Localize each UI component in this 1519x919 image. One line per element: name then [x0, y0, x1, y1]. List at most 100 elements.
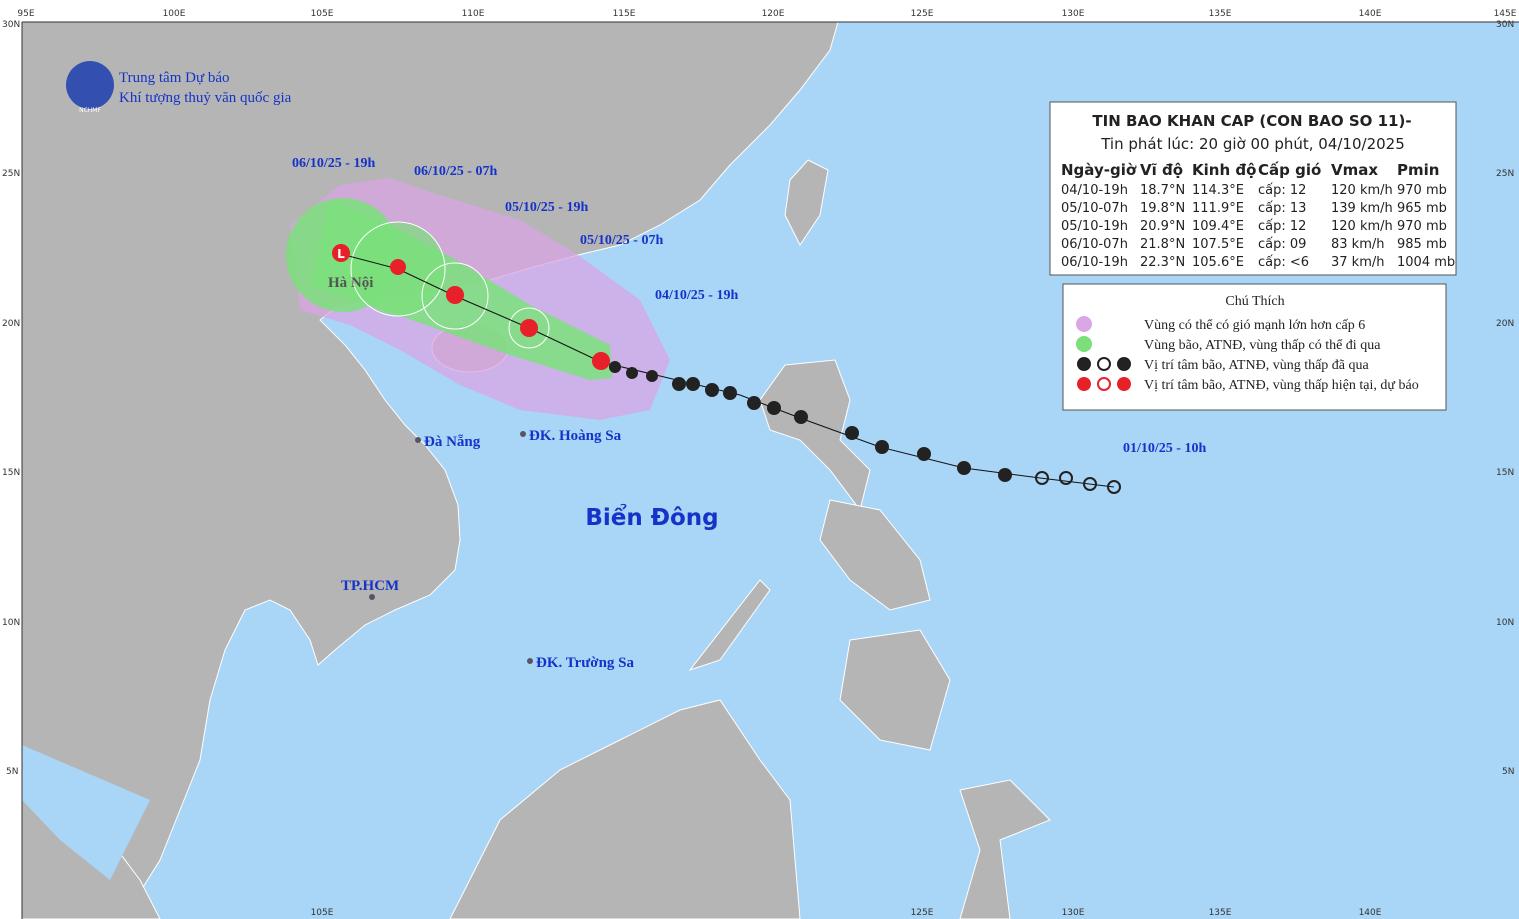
track-label: 05/10/25 - 07h [580, 233, 663, 248]
legend-title: Chú Thích [1225, 294, 1284, 309]
lon-label: 140E [1359, 9, 1382, 19]
table-cell: 18.7°N [1140, 183, 1185, 198]
past-lows [1035, 471, 1121, 494]
table-cell: 109.4°E [1192, 219, 1244, 234]
table-cell: 970 mb [1397, 183, 1447, 198]
mainland [21, 21, 839, 919]
bulletin-box: TIN BAO KHAN CAP (CON BAO SO 11)- Tin ph… [1049, 101, 1457, 276]
past-low [1083, 477, 1097, 491]
lat-label: 15N [1496, 468, 1514, 478]
place-dot [415, 437, 421, 443]
lat-label: 15N [2, 468, 20, 478]
table-cell: 05/10-19h [1061, 219, 1128, 234]
past-storm [609, 361, 621, 373]
table-cell: 970 mb [1397, 219, 1447, 234]
lon-label: 115E [613, 9, 636, 19]
table-header: Vmax [1331, 161, 1378, 179]
past-positions [609, 361, 1012, 482]
table-cell: 19.8°N [1140, 201, 1185, 216]
lon-label: 140E [1359, 908, 1382, 918]
past-storm [875, 440, 889, 454]
table-header: Cấp gió [1258, 161, 1321, 179]
lat-label: 20N [2, 319, 20, 329]
mindanao [839, 629, 951, 751]
org-name: Trung tâm Dự báo [119, 70, 230, 86]
place-label: Đà Nẵng [424, 434, 481, 450]
legend: Chú Thích Vùng có thể có gió mạnh lớn hơ… [1062, 283, 1447, 411]
lon-label: 120E [762, 9, 785, 19]
table-cell: 04/10-19h [1061, 183, 1128, 198]
org-name: Khí tượng thuỷ văn quốc gia [119, 90, 292, 106]
table-cell: 22.3°N [1140, 255, 1185, 270]
table-cell: cấp: 12 [1258, 219, 1306, 234]
borneo [449, 699, 801, 919]
table-cell: 111.9°E [1192, 201, 1244, 216]
logo: NCHMF Trung tâm Dự báo Khí tượng thuỷ vă… [66, 61, 292, 114]
visayas [819, 499, 931, 611]
lat-labels: 30N 25N 20N 15N 10N 5N 30N 25N 20N 15N 1… [2, 20, 1514, 777]
past-storm [957, 461, 971, 475]
legend-swatch [1077, 357, 1091, 371]
lat-label: 5N [1502, 767, 1514, 777]
past-low [1107, 480, 1121, 494]
past-storm [767, 401, 781, 415]
place-label: ĐK. Hoàng Sa [529, 428, 622, 444]
place-dot [520, 431, 526, 437]
legend-item: Vị trí tâm bão, ATNĐ, vùng thấp hiện tại… [1144, 378, 1419, 393]
legend-swatch [1097, 357, 1111, 371]
lat-label: 25N [1496, 169, 1514, 179]
logo-text: NCHMF [79, 107, 101, 114]
lon-label: 145E [1494, 9, 1517, 19]
table-cell: 21.8°N [1140, 237, 1185, 252]
forecast-positions: L [332, 244, 610, 370]
lon-label: 95E [17, 9, 34, 19]
lat-label: 10N [1496, 618, 1514, 628]
current-storm [592, 352, 610, 370]
table-cell: 20.9°N [1140, 219, 1185, 234]
table-cell: 107.5°E [1192, 237, 1244, 252]
track-labels: 06/10/25 - 19h 06/10/25 - 07h 05/10/25 -… [292, 156, 1206, 456]
place-label: TP.HCM [341, 578, 399, 594]
lon-label: 135E [1209, 9, 1232, 19]
table-cell: 37 km/h [1331, 255, 1385, 270]
radius-circle [508, 307, 550, 349]
past-storm [917, 447, 931, 461]
table-cell: 120 km/h [1331, 219, 1393, 234]
legend-swatch [1117, 377, 1131, 391]
place-label: ĐK. Trường Sa [536, 655, 635, 671]
lon-label: 125E [911, 908, 934, 918]
table-header: Vĩ độ [1140, 161, 1183, 179]
track-line [340, 253, 1115, 488]
table-cell: cấp: 09 [1258, 237, 1306, 252]
table-cell: cấp: 13 [1258, 201, 1306, 216]
table-cell: 06/10-19h [1061, 255, 1128, 270]
past-low [1059, 471, 1073, 485]
track-label: 04/10/25 - 19h [655, 288, 738, 303]
past-storm [998, 468, 1012, 482]
bulletin-issued: Tin phát lúc: 20 giờ 00 phút, 04/10/2025 [1100, 135, 1405, 153]
low-symbol: L [337, 247, 345, 261]
radius-circle [421, 262, 489, 330]
table-cell: cấp: <6 [1258, 255, 1309, 270]
malay-sea-cut [22, 745, 150, 880]
past-storm [794, 410, 808, 424]
lon-labels: 95E 100E 105E 110E 115E 120E 125E 130E 1… [17, 9, 1516, 918]
sea-label: Biển Đông [585, 503, 718, 531]
legend-swatch [1076, 316, 1092, 332]
forecast-storm [390, 259, 406, 275]
table-header: Ngày-giờ [1061, 161, 1137, 179]
places: Hà Nội Đà Nẵng ĐK. Hoàng Sa TP.HCM ĐK. T… [328, 275, 719, 671]
logo-mark [66, 61, 114, 109]
table-cell: 83 km/h [1331, 237, 1385, 252]
table-cell: 06/10-07h [1061, 237, 1128, 252]
lon-label: 110E [462, 9, 485, 19]
lon-label: 105E [311, 9, 334, 19]
legend-swatch [1077, 377, 1091, 391]
past-storm [646, 370, 658, 382]
taiwan [784, 159, 829, 246]
table-cell: 985 mb [1397, 237, 1447, 252]
legend-swatch [1076, 336, 1092, 352]
past-storm [723, 386, 737, 400]
lon-label: 135E [1209, 908, 1232, 918]
